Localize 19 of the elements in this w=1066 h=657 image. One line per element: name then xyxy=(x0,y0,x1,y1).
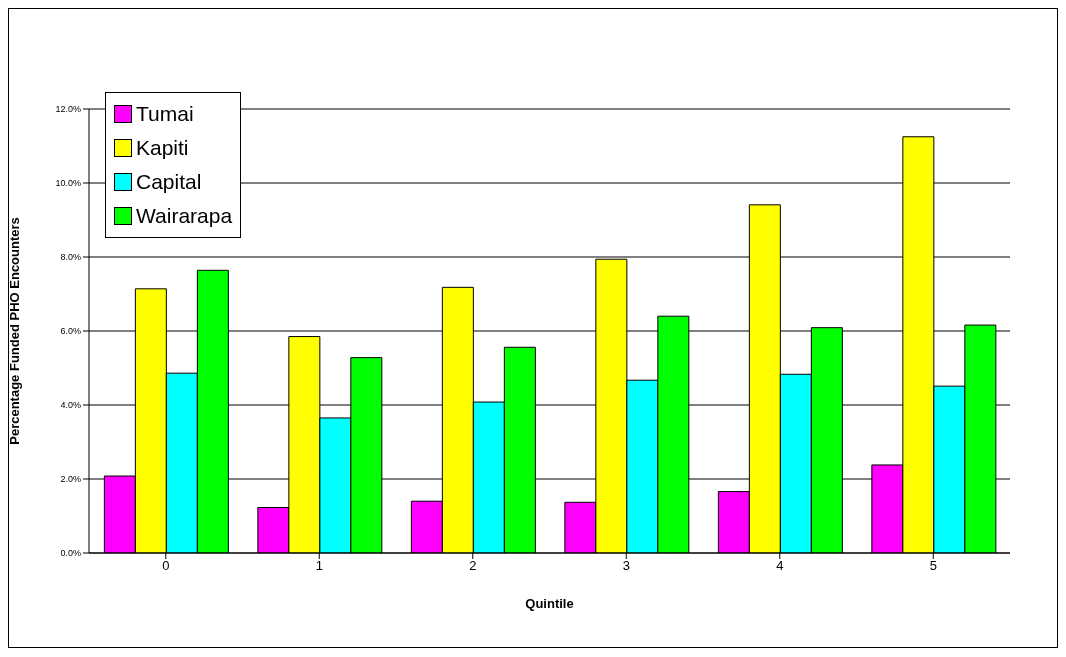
y-tick-label: 0.0% xyxy=(60,548,81,559)
y-tick-label: 4.0% xyxy=(60,400,81,411)
x-tick-label: 5 xyxy=(929,558,937,574)
x-tick-label: 2 xyxy=(469,558,477,574)
y-tick-label: 6.0% xyxy=(60,326,81,337)
x-tick-label: 3 xyxy=(622,558,630,574)
y-axis-title: Percentage Funded PHO Encounters xyxy=(6,217,22,445)
y-tick-label: 2.0% xyxy=(60,474,81,485)
legend-label: Tumai xyxy=(136,101,194,127)
y-tick-label: 8.0% xyxy=(60,252,81,263)
legend-label: Capital xyxy=(136,169,202,195)
legend-label: Kapiti xyxy=(136,135,189,161)
legend-label: Wairarapa xyxy=(136,203,233,229)
y-tick-label: 10.0% xyxy=(55,178,81,189)
x-axis-title: Quintile xyxy=(525,596,574,611)
y-tick-label: 12.0% xyxy=(55,104,81,115)
x-tick-label: 4 xyxy=(776,558,784,574)
x-tick-label: 1 xyxy=(315,558,323,574)
x-tick-label: 0 xyxy=(162,558,170,574)
